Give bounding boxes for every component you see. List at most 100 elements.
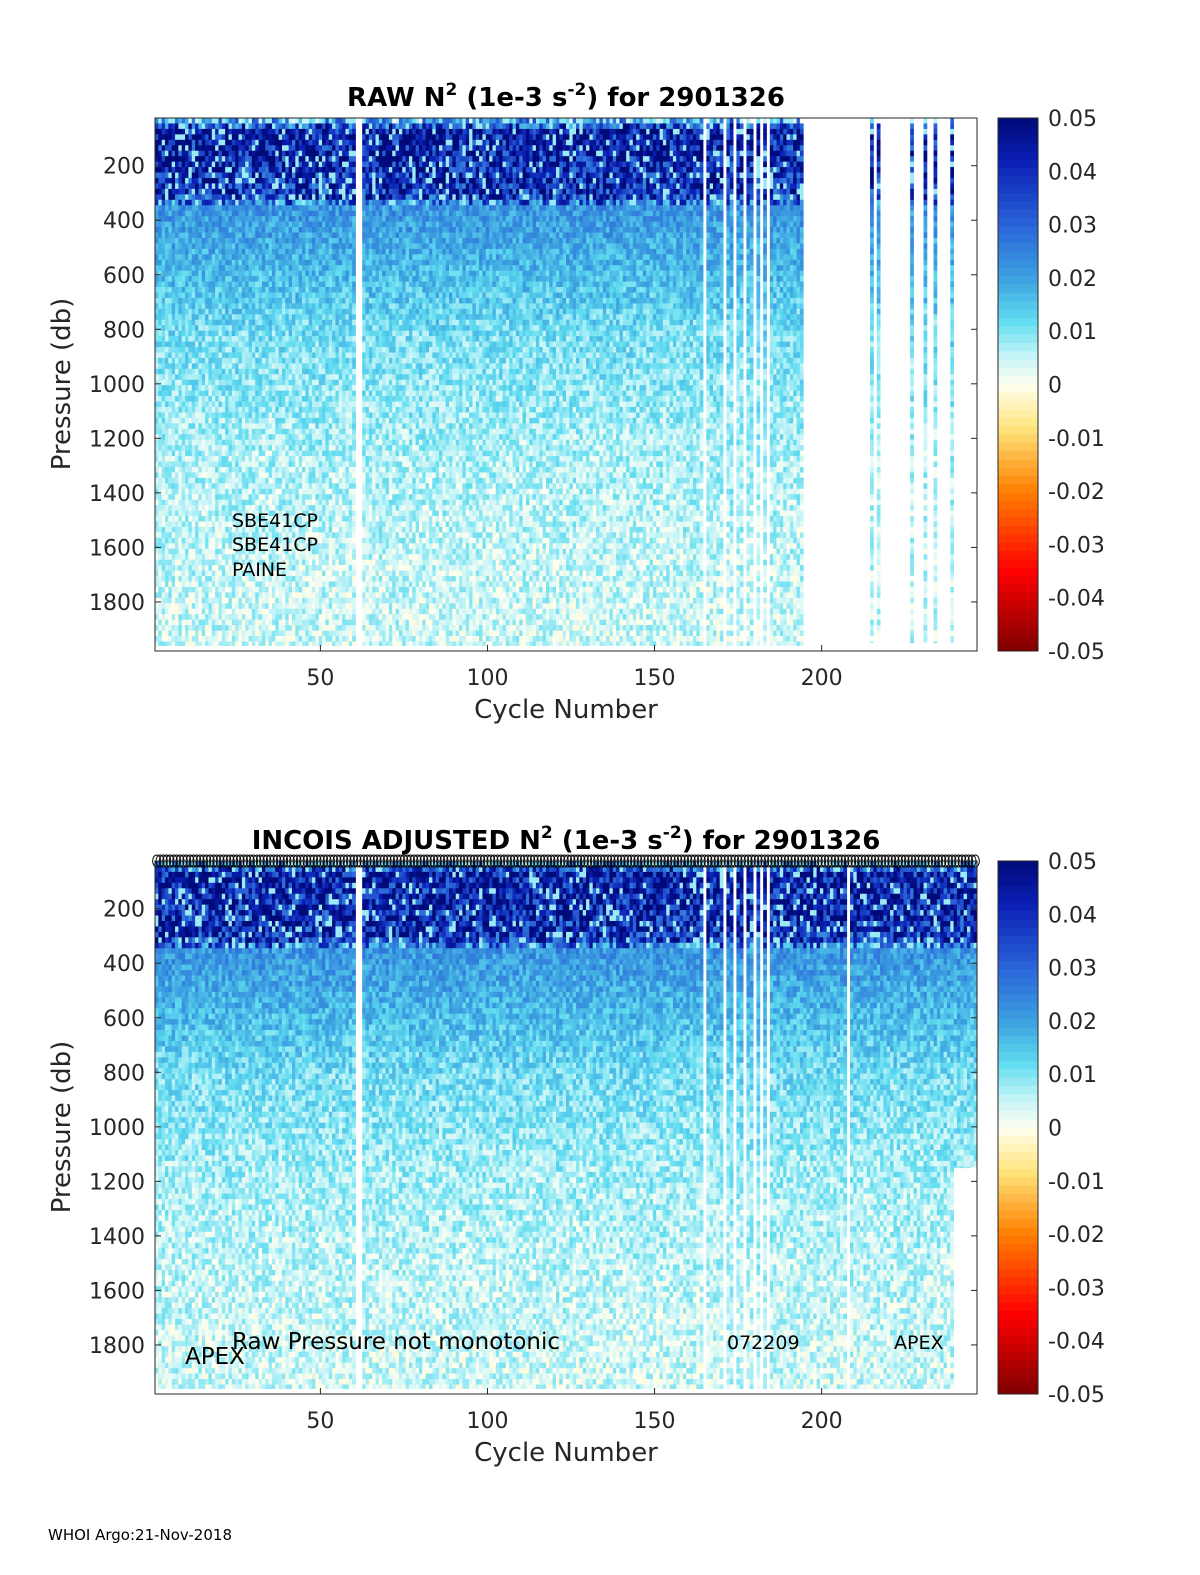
raw-heatmap-cell — [165, 412, 169, 418]
raw-heatmap-cell — [198, 167, 202, 173]
raw-heatmap-cell — [265, 363, 269, 369]
raw-heatmap-cell — [162, 183, 166, 189]
raw-heatmap-cell — [292, 363, 296, 369]
raw-heatmap-cell — [198, 282, 202, 288]
raw-heatmap-cell — [259, 309, 263, 315]
raw-heatmap-cell — [172, 183, 176, 189]
raw-heatmap-cell — [229, 178, 233, 184]
raw-heatmap-cell — [245, 189, 249, 195]
raw-heatmap-cell — [178, 271, 182, 277]
raw-heatmap-cell — [279, 123, 283, 129]
raw-heatmap-cell — [235, 636, 239, 642]
raw-heatmap-cell — [292, 631, 296, 637]
raw-heatmap-cell — [215, 636, 219, 642]
raw-heatmap-cell — [195, 118, 199, 124]
raw-heatmap-cell — [192, 183, 196, 189]
raw-heatmap-cell — [295, 429, 299, 435]
raw-heatmap-cell — [262, 342, 266, 348]
raw-heatmap-cell — [212, 303, 216, 309]
raw-heatmap-cell — [215, 282, 219, 288]
raw-heatmap-cell — [202, 200, 206, 206]
raw-heatmap-cell — [218, 571, 222, 577]
raw-heatmap-cell — [162, 292, 166, 298]
raw-heatmap-cell — [155, 418, 159, 424]
raw-heatmap-cell — [255, 363, 259, 369]
raw-heatmap-cell — [182, 314, 186, 320]
raw-heatmap-cell — [292, 391, 296, 397]
raw-heatmap-cell — [188, 609, 192, 615]
raw-heatmap-cell — [275, 243, 279, 249]
raw-heatmap-cell — [235, 173, 239, 179]
raw-heatmap-cell — [269, 472, 273, 478]
raw-heatmap-cell — [282, 363, 286, 369]
raw-heatmap-cell — [218, 592, 222, 598]
raw-heatmap-cell — [295, 222, 299, 228]
raw-heatmap-cell — [175, 123, 179, 129]
raw-heatmap-cell — [259, 374, 263, 380]
raw-heatmap-cell — [225, 483, 229, 489]
raw-heatmap-cell — [289, 614, 293, 620]
raw-heatmap-cell — [192, 522, 196, 528]
raw-heatmap-cell — [185, 211, 189, 217]
raw-heatmap-cell — [212, 167, 216, 173]
raw-heatmap-cell — [269, 249, 273, 255]
raw-heatmap-cell — [185, 385, 189, 391]
raw-heatmap-cell — [185, 587, 189, 593]
raw-heatmap-cell — [168, 625, 172, 631]
raw-heatmap-cell — [192, 511, 196, 517]
raw-heatmap-cell — [295, 352, 299, 358]
raw-heatmap-cell — [185, 445, 189, 451]
raw-heatmap-cell — [202, 456, 206, 462]
raw-heatmap-cell — [168, 287, 172, 293]
raw-heatmap-cell — [192, 500, 196, 506]
raw-heatmap-cell — [155, 173, 159, 179]
raw-heatmap-cell — [259, 407, 263, 413]
raw-heatmap-cell — [198, 358, 202, 364]
raw-heatmap-cell — [292, 129, 296, 135]
raw-heatmap-cell — [245, 140, 249, 146]
raw-heatmap-cell — [208, 238, 212, 244]
raw-heatmap-cell — [269, 352, 273, 358]
raw-heatmap-cell — [188, 571, 192, 577]
raw-heatmap-cell — [289, 129, 293, 135]
raw-heatmap-cell — [285, 134, 289, 140]
raw-heatmap-cell — [282, 129, 286, 135]
raw-heatmap-cell — [265, 183, 269, 189]
raw-heatmap-cell — [205, 603, 209, 609]
raw-heatmap-cell — [279, 423, 283, 429]
raw-heatmap-cell — [275, 194, 279, 200]
raw-heatmap-cell — [195, 129, 199, 135]
raw-heatmap-cell — [249, 609, 253, 615]
raw-heatmap-cell — [275, 478, 279, 484]
raw-heatmap-cell — [229, 134, 233, 140]
raw-heatmap-cell — [285, 129, 289, 135]
raw-heatmap-cell — [215, 565, 219, 571]
raw-heatmap-cell — [158, 314, 162, 320]
raw-heatmap-cell — [212, 587, 216, 593]
raw-heatmap-cell — [265, 385, 269, 391]
raw-heatmap-cell — [275, 276, 279, 282]
raw-heatmap-cell — [269, 145, 273, 151]
raw-heatmap-cell — [172, 631, 176, 637]
raw-heatmap-cell — [172, 298, 176, 304]
raw-heatmap-cell — [178, 500, 182, 506]
raw-heatmap-cell — [182, 129, 186, 135]
raw-heatmap-cell — [225, 358, 229, 364]
raw-heatmap-cell — [242, 620, 246, 626]
raw-heatmap-cell — [202, 445, 206, 451]
raw-heatmap-cell — [172, 407, 176, 413]
raw-heatmap-cell — [222, 134, 226, 140]
raw-heatmap-cell — [295, 320, 299, 326]
raw-heatmap-cell — [188, 402, 192, 408]
raw-heatmap-cell — [269, 598, 273, 604]
raw-heatmap-cell — [158, 429, 162, 435]
raw-heatmap-cell — [259, 494, 263, 500]
raw-heatmap-cell — [195, 271, 199, 277]
raw-heatmap-cell — [249, 303, 253, 309]
raw-heatmap-cell — [168, 489, 172, 495]
raw-heatmap-cell — [155, 123, 159, 129]
raw-heatmap-cell — [272, 374, 276, 380]
raw-heatmap-cell — [205, 522, 209, 528]
raw-heatmap-cell — [165, 265, 169, 271]
raw-heatmap-cell — [255, 592, 259, 598]
